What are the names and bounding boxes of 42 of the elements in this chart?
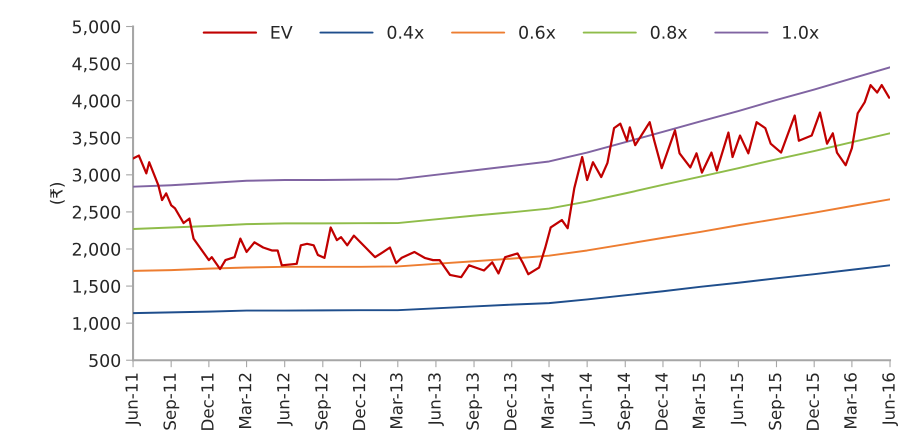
line-series bbox=[133, 132, 890, 230]
x-tick-label: Sep-11 bbox=[163, 374, 180, 430]
line-series bbox=[133, 66, 890, 188]
x-tick-label: Mar-12 bbox=[238, 374, 252, 428]
y-tick-label: 2,500 bbox=[72, 206, 120, 221]
x-tick-label: Mar-13 bbox=[390, 373, 403, 428]
x-tick-label: Jun-15 bbox=[730, 373, 746, 426]
y-tick-label: 500 bbox=[89, 354, 120, 368]
legend-label: 0.4x bbox=[388, 26, 424, 39]
y-tick-label: 3,500 bbox=[72, 131, 120, 146]
legend-label: 0.6x bbox=[519, 26, 556, 39]
y-tick-label: 3,000 bbox=[72, 168, 120, 184]
x-tick-label: Dec-14 bbox=[655, 372, 668, 430]
line-series bbox=[133, 84, 890, 278]
x-tick-label: Jun-14 bbox=[580, 372, 596, 426]
x-tick-label: Sep-15 bbox=[768, 373, 785, 430]
x-tick-label: Jun-16 bbox=[882, 373, 898, 426]
y-tick-label: 4,500 bbox=[72, 57, 120, 72]
line-series bbox=[133, 198, 890, 272]
x-tick-label: Jun-11 bbox=[126, 374, 141, 426]
legend-label: 1.0x bbox=[783, 26, 819, 39]
x-tick-label: Sep-12 bbox=[315, 374, 331, 430]
legend-label: 0.8x bbox=[650, 26, 688, 39]
x-tick-label: Dec-12 bbox=[352, 374, 366, 430]
x-tick-label: Sep-13 bbox=[466, 373, 482, 430]
x-tick-label: Jun-12 bbox=[276, 374, 293, 426]
x-tick-label: Sep-14 bbox=[617, 372, 634, 430]
y-tick-label: 2,000 bbox=[72, 242, 120, 258]
y-tick-label: 1,500 bbox=[73, 280, 120, 295]
legend-label: EV bbox=[272, 26, 293, 39]
x-tick-label: Mar-14 bbox=[541, 372, 554, 428]
y-tick-label: 4,000 bbox=[72, 94, 120, 110]
x-tick-label: Dec-13 bbox=[504, 373, 517, 430]
x-tick-label: Mar-16 bbox=[844, 373, 857, 428]
x-tick-label: Jun-13 bbox=[428, 373, 444, 426]
y-axis-title: (₹) bbox=[50, 183, 65, 204]
line-series bbox=[133, 264, 890, 314]
y-tick-label: 5,000 bbox=[72, 20, 120, 36]
x-tick-label: Dec-15 bbox=[806, 373, 820, 430]
x-tick-label: Mar-15 bbox=[692, 373, 706, 428]
y-tick-label: 1,000 bbox=[73, 316, 120, 332]
x-tick-label: Dec-11 bbox=[201, 374, 214, 430]
